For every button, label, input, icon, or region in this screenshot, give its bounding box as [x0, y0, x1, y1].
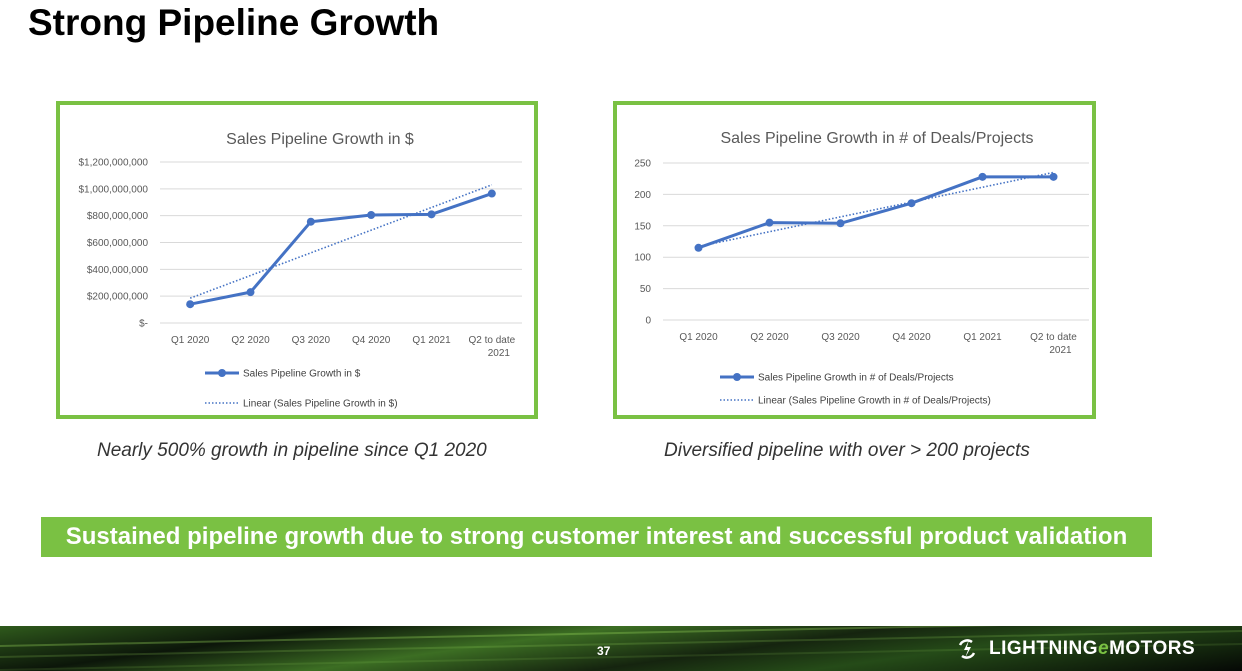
logo-text-e: e — [1098, 638, 1110, 659]
data-point — [978, 172, 987, 181]
caption-left: Nearly 500% growth in pipeline since Q1 … — [97, 440, 487, 461]
x-tick-label: Q4 2020 — [352, 335, 391, 346]
slide-title: Strong Pipeline Growth — [28, 2, 440, 43]
caption-right: Diversified pipeline with over > 200 pro… — [664, 440, 1030, 461]
x-tick-label: Q1 2021 — [412, 335, 451, 346]
x-tick-label: Q2 to date — [468, 335, 515, 346]
data-point — [694, 243, 703, 252]
data-point — [367, 210, 376, 219]
x-tick-label: Q2 2020 — [750, 332, 789, 343]
data-point — [487, 189, 496, 198]
page-number: 37 — [597, 644, 611, 658]
logo-text-lightning: LIGHTNING — [989, 638, 1098, 659]
key-message-banner: Sustained pipeline growth due to strong … — [41, 517, 1152, 557]
x-tick-label: Q1 2021 — [963, 332, 1002, 343]
legend-series-marker — [218, 369, 226, 377]
legend-series-label: Sales Pipeline Growth in $ — [243, 369, 361, 380]
trendline — [698, 171, 1054, 248]
data-point — [1049, 172, 1058, 181]
x-tick-label: Q2 to date — [1030, 332, 1077, 343]
y-tick-label: $1,000,000,000 — [78, 184, 148, 195]
x-tick-label: Q1 2020 — [171, 335, 210, 346]
data-point — [427, 210, 436, 219]
data-point — [186, 300, 195, 309]
series-line — [189, 192, 493, 306]
data-point — [246, 288, 255, 297]
x-tick-label: Q1 2020 — [679, 332, 718, 343]
y-tick-label: $400,000,000 — [87, 265, 149, 276]
y-tick-label: $800,000,000 — [87, 211, 149, 222]
legend-trend-label: Linear (Sales Pipeline Growth in $) — [243, 399, 398, 410]
logo-text-motors: MOTORS — [1109, 638, 1196, 659]
y-tick-label: 50 — [640, 284, 652, 295]
chart-pipeline-deals: Sales Pipeline Growth in # of Deals/Proj… — [634, 130, 1089, 407]
y-tick-label: $600,000,000 — [87, 238, 149, 249]
x-tick-label: 2021 — [488, 348, 511, 359]
chart-panel-pipeline-deals: Sales Pipeline Growth in # of Deals/Proj… — [613, 101, 1096, 419]
y-tick-label: 150 — [634, 221, 651, 232]
trendline — [189, 184, 493, 299]
chart-title: Sales Pipeline Growth in $ — [226, 131, 414, 148]
legend-series-marker — [733, 373, 741, 381]
chart-pipeline-dollars: Sales Pipeline Growth in $ $- $200,000,000… — [78, 131, 522, 410]
chart-panel-pipeline-dollars: Sales Pipeline Growth in $ $- $200,000,000… — [56, 101, 538, 419]
y-tick-label: $- — [139, 319, 148, 330]
legend-series-label: Sales Pipeline Growth in # of Deals/Proj… — [758, 373, 954, 384]
data-point — [765, 218, 774, 227]
x-tick-label: 2021 — [1049, 345, 1072, 356]
x-tick-label: Q4 2020 — [892, 332, 931, 343]
x-tick-label: Q2 2020 — [231, 335, 270, 346]
footer-bar: 37 LIGHTNING e MOTORS — [0, 626, 1242, 671]
legend-trend-label: Linear (Sales Pipeline Growth in # of De… — [758, 396, 991, 407]
company-logo: LIGHTNING e MOTORS — [955, 637, 1195, 661]
x-tick-label: Q3 2020 — [292, 335, 331, 346]
x-tick-label: Q3 2020 — [821, 332, 860, 343]
series-line — [697, 175, 1054, 250]
chart-title: Sales Pipeline Growth in # of Deals/Proj… — [720, 130, 1033, 147]
data-point — [836, 219, 845, 228]
lightning-bolt-icon — [958, 639, 976, 659]
y-tick-label: 0 — [645, 316, 651, 327]
y-tick-label: $1,200,000,000 — [78, 158, 148, 169]
data-point — [306, 217, 315, 226]
y-tick-label: 200 — [634, 190, 651, 201]
y-tick-label: $200,000,000 — [87, 292, 149, 303]
y-tick-label: 250 — [634, 159, 651, 170]
y-tick-label: 100 — [634, 253, 651, 264]
data-point — [907, 199, 916, 208]
